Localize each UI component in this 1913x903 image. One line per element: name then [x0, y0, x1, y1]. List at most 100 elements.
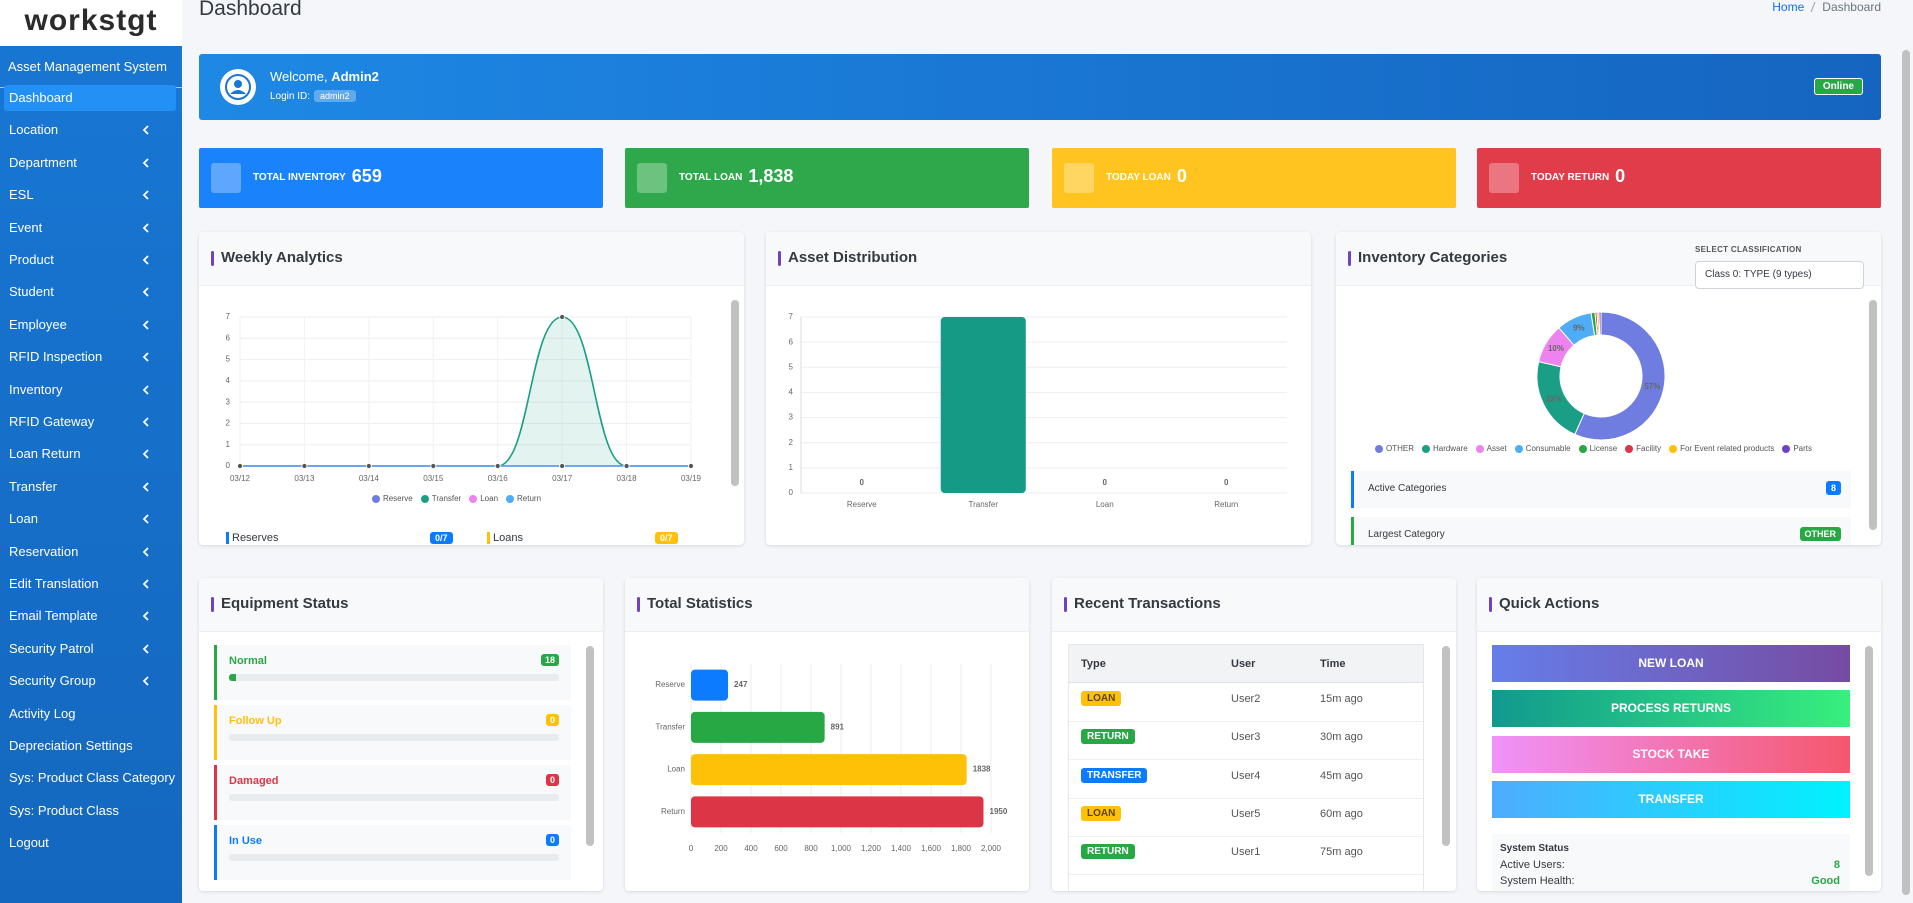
menu-item[interactable]: RFID Inspection [4, 344, 176, 370]
login-id: admin2 [314, 90, 356, 102]
action-button[interactable]: PROCESS RETURNS [1492, 690, 1850, 728]
menu-item[interactable]: Reservation [4, 539, 176, 565]
type-badge: RETURN [1081, 729, 1135, 745]
status-count: 0 [545, 834, 559, 846]
menu-item[interactable]: Transfer [4, 474, 176, 500]
y-tick-label: 7 [226, 312, 231, 321]
scrollbar[interactable] [586, 646, 594, 846]
column-header: Time [1320, 658, 1346, 670]
menu-arrow [142, 579, 149, 589]
user-cell: User3 [1231, 731, 1261, 744]
legend-label: Loan [480, 494, 499, 503]
panel-header: Recent Transactions [1052, 578, 1456, 632]
legend-label: Consumable [1525, 444, 1571, 453]
row-divider [1069, 874, 1423, 876]
action-button[interactable]: TRANSFER [1492, 780, 1850, 818]
x-tick-label: 03/15 [423, 474, 444, 483]
menu-arrow [142, 287, 149, 298]
summary-value: 8 [1825, 481, 1841, 495]
user-cell: User1 [1231, 846, 1261, 859]
panel: Asset Distribution 0 1 2 3 4 5 6 7 Reserve 0 Transf… [766, 232, 1311, 545]
menu-item[interactable]: Event [4, 215, 176, 241]
stat-label: TOTAL INVENTORY [253, 172, 346, 183]
legend-item: Loan [469, 494, 498, 503]
menu-label: Product [9, 252, 54, 267]
legend-label: Hardware [1432, 444, 1468, 453]
panel-header: Asset Distribution [766, 232, 1311, 286]
arrow-icon [142, 417, 149, 427]
footer-label: Reserves [226, 532, 278, 544]
menu-item[interactable]: Logout [4, 830, 176, 856]
menu-item[interactable]: Loan [4, 506, 176, 532]
y-tick-label: 3 [226, 397, 231, 406]
menu-item[interactable]: Activity Log [4, 701, 176, 727]
scrollbar[interactable] [1442, 646, 1450, 846]
arrow-icon [142, 125, 149, 136]
menu-item[interactable]: Sys: Product Class [4, 798, 176, 824]
x-tick-label: 1,400 [891, 844, 912, 853]
breadcrumb-link[interactable]: Home [1772, 0, 1805, 14]
page-scrollbar[interactable] [1902, 50, 1910, 895]
x-tick-label: 03/16 [488, 474, 509, 483]
row-divider [1069, 797, 1423, 799]
panel-header: Equipment Status [199, 578, 603, 632]
menu-item[interactable]: Security Patrol [4, 636, 176, 662]
page-title: Dashboard [199, 0, 302, 20]
menu-item[interactable]: Department [4, 150, 176, 176]
menu-item[interactable]: Product [4, 247, 176, 273]
scrollbar[interactable] [1869, 300, 1877, 530]
x-tick-label: 1,800 [951, 844, 972, 853]
panel-title: Equipment Status [211, 595, 349, 612]
menu-item[interactable]: Email Template [4, 603, 176, 629]
chart-canvas: 57% 22% 10% 9% [1536, 311, 1666, 441]
menu-item[interactable]: ESL [4, 182, 176, 208]
x-tick-label: 2,000 [981, 844, 1002, 853]
menu-label: Employee [9, 316, 67, 332]
status-count: 0 [545, 774, 559, 786]
data-label: 891 [831, 722, 845, 731]
menu-item[interactable]: Location [4, 117, 176, 143]
y-tick-label: 0 [789, 488, 794, 497]
x-tick-label: 03/17 [552, 474, 573, 483]
arrow-icon [142, 222, 149, 233]
progress-track [229, 854, 559, 861]
menu-item[interactable]: Inventory [4, 377, 176, 403]
legend-label: License [1589, 444, 1618, 453]
status-label: Damaged [229, 775, 279, 787]
menu-item[interactable]: Security Group [4, 668, 176, 694]
menu-item[interactable]: Edit Translation [4, 571, 176, 597]
menu-item[interactable]: Depreciation Settings [4, 733, 176, 759]
legend-item: Hardware [1421, 444, 1468, 453]
menu-label: Logout [9, 835, 49, 851]
panel: Total Statistics 0 200 400 600 800 1,000 1,200 1… [625, 578, 1029, 891]
action-button[interactable]: NEW LOAN [1492, 645, 1850, 682]
menu-label: Dashboard [9, 90, 73, 105]
progress-bar [229, 674, 236, 681]
slice-label: 9% [1573, 324, 1585, 333]
menu-item[interactable]: Dashboard [4, 85, 176, 111]
menu-label: Security Group [9, 673, 96, 689]
greeting: Welcome, [270, 69, 328, 84]
scrollbar[interactable] [1865, 646, 1873, 876]
scrollbar[interactable] [731, 300, 739, 486]
x-tick-label: 800 [804, 844, 818, 853]
column-header: Type [1081, 658, 1106, 670]
menu-arrow [142, 676, 149, 686]
menu-item[interactable]: Student [4, 279, 176, 305]
menu-label: Student [9, 284, 54, 300]
menu-item[interactable]: RFID Gateway [4, 409, 176, 435]
column-header: User [1231, 658, 1256, 670]
y-tick-label: Return [661, 807, 685, 816]
menu-item[interactable]: Loan Return [4, 441, 176, 467]
panel-title: Inventory Categories [1347, 249, 1508, 266]
arrow-icon [142, 320, 149, 330]
action-button[interactable]: STOCK TAKE [1492, 735, 1850, 773]
menu-label: Event [9, 219, 43, 235]
menu-item[interactable]: Sys: Product Class Category [4, 765, 176, 791]
data-point [559, 314, 566, 320]
select-box[interactable]: Class 0: TYPE (9 types) [1695, 261, 1864, 289]
panel-title: Quick Actions [1488, 595, 1600, 612]
legend-item: Return [506, 494, 541, 503]
menu-item[interactable]: Employee [4, 312, 176, 338]
status-item: Damaged 0 [214, 765, 571, 820]
